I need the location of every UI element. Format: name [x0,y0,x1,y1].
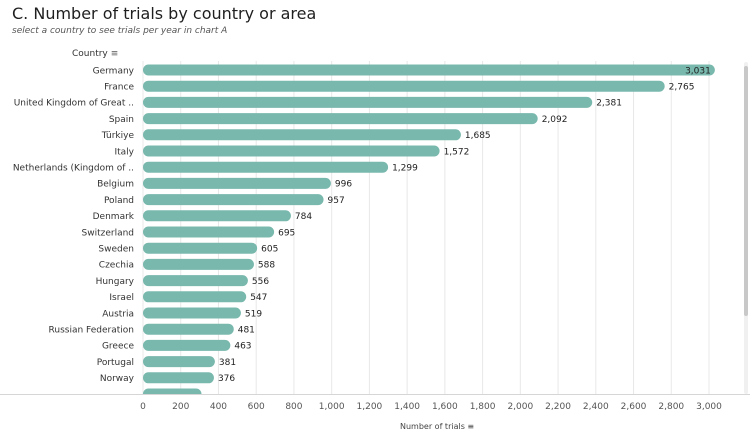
value-label: 1,685 [465,131,491,141]
plot-area: Germany 3,031 France 2,765 United Kingdom of… [8,61,742,394]
country-label[interactable]: Belgium [97,180,134,190]
value-label: 463 [234,342,251,352]
country-label[interactable]: Türkiye [101,131,135,141]
value-label: 588 [258,261,275,271]
country-label[interactable]: Greece [102,342,134,352]
value-label: 1,572 [444,147,470,157]
bar[interactable] [143,145,440,157]
bar[interactable] [143,339,231,351]
country-label[interactable]: Netherlands (Kingdom of .. [13,164,134,174]
bar[interactable] [143,242,258,254]
value-label: 605 [261,245,278,255]
country-label[interactable]: Sweden [98,245,134,255]
country-label[interactable]: United Kingdom of Great .. [14,99,134,109]
bar[interactable] [143,177,331,189]
value-label: 547 [250,293,267,303]
country-label[interactable]: Spain [109,115,134,125]
x-tick-label: 2,000 [507,402,533,412]
bar[interactable] [143,291,247,303]
country-label[interactable]: Italy [114,147,134,157]
bar[interactable] [143,388,202,395]
chart-subtitle: select a country to see trials per year … [12,26,228,36]
country-label[interactable]: Portugal [97,358,134,368]
country-label[interactable]: Austria [102,309,134,319]
value-label: 2,765 [669,83,695,93]
x-tick-label: 1,400 [394,402,420,412]
x-tick-label: 600 [248,402,265,412]
value-label: 957 [328,196,345,206]
bar[interactable] [143,275,248,287]
x-tick-label: 1,600 [432,402,458,412]
value-label: 3,031 [685,66,711,76]
bar[interactable] [143,161,389,173]
value-label: 376 [218,374,235,384]
country-label[interactable]: Germany [93,66,135,76]
x-tick-label: 2,200 [545,402,571,412]
bar[interactable] [143,96,593,108]
x-tick-label: 1,800 [470,402,496,412]
bar[interactable] [143,194,324,206]
bar[interactable] [143,372,214,384]
x-tick-label: 3,000 [696,402,722,412]
country-label[interactable]: Russian Federation [49,326,134,336]
bar[interactable] [143,356,215,368]
sort-icon: ≡ [467,422,475,431]
value-label: 556 [252,277,269,287]
country-label[interactable]: Norway [100,374,135,384]
bar[interactable] [143,226,275,238]
value-label: 784 [295,212,312,222]
value-label: 1,299 [392,164,418,174]
country-column-label: Country [72,49,108,59]
x-tick-label: 800 [285,402,302,412]
country-label[interactable]: Israel [109,293,134,303]
bar[interactable] [143,64,715,76]
country-label[interactable]: Hungary [96,277,135,287]
bar[interactable] [143,80,665,92]
x-tick-label: 2,600 [621,402,647,412]
sort-icon[interactable]: ≡ [110,49,119,59]
x-tick-label: 1,200 [357,402,383,412]
x-axis: 0 200 400 600 800 1,000 1,200 1,400 1,600 1,800 2,… [140,402,722,412]
country-label[interactable]: France [104,83,134,93]
bar[interactable] [143,113,538,125]
bar[interactable] [143,258,254,270]
value-label: 2,381 [596,99,622,109]
x-tick-label: 200 [172,402,189,412]
value-label: 519 [245,309,262,319]
x-tick-label: 2,800 [658,402,684,412]
chart-title: C. Number of trials by country or area [12,4,317,23]
value-label: 381 [219,358,236,368]
x-axis-title: Number of trials ≡ [400,422,475,431]
country-label[interactable]: Denmark [93,212,135,222]
x-tick-label: 0 [140,402,146,412]
scrollbar-thumb[interactable] [744,66,748,316]
bar[interactable] [143,210,291,222]
x-tick-label: 2,400 [583,402,609,412]
x-tick-label: 1,000 [319,402,345,412]
country-label[interactable]: Czechia [99,261,134,271]
value-label: 996 [335,180,352,190]
bar[interactable] [143,307,241,319]
country-column-header[interactable]: Country ≡ [72,49,118,59]
x-axis-line [0,394,750,395]
country-label[interactable]: Poland [104,196,134,206]
bar[interactable] [143,129,461,141]
country-label[interactable]: Switzerland [82,228,135,238]
bar-chart: Germany 3,031 France 2,765 United Kingdom of… [13,61,715,395]
bar[interactable] [143,323,234,335]
value-label: 695 [278,228,295,238]
x-tick-label: 400 [210,402,227,412]
value-label: 481 [238,326,255,336]
value-label: 2,092 [542,115,568,125]
